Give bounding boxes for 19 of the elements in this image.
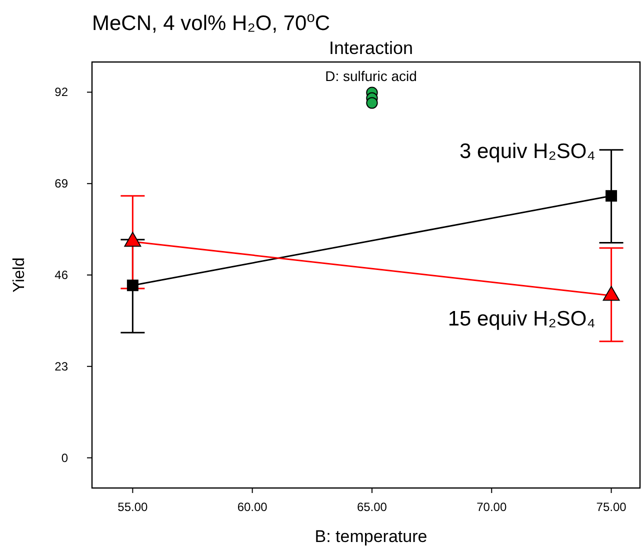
y-tick-label: 0 <box>61 450 68 465</box>
point <box>366 97 378 109</box>
y-axis-title: Yield <box>11 258 28 292</box>
chart-title: MeCN, 4 vol% H₂O, 70$^{o}$C <box>92 10 330 35</box>
x-tick-label: 75.00 <box>596 500 627 514</box>
y-tick-label: 69 <box>54 176 68 191</box>
y-tick-label: 23 <box>54 359 68 374</box>
y-tick-label: 92 <box>54 85 68 100</box>
x-tick-label: 55.00 <box>118 500 148 514</box>
point <box>606 190 618 202</box>
y-tick-label: 46 <box>54 268 68 282</box>
x-axis-title: B: temperature <box>314 527 428 546</box>
x-tick-label: 65.00 <box>356 500 388 514</box>
chart-subtitle: Interaction <box>328 38 414 58</box>
series-label: 3 equiv H₂SO₄ <box>459 140 596 163</box>
series-label: 15 equiv H₂SO₄ <box>448 308 596 331</box>
x-tick-label: 70.00 <box>476 500 507 514</box>
x-tick-label: 60.00 <box>237 500 268 514</box>
annotation: D: sulfuric acid <box>325 68 417 84</box>
